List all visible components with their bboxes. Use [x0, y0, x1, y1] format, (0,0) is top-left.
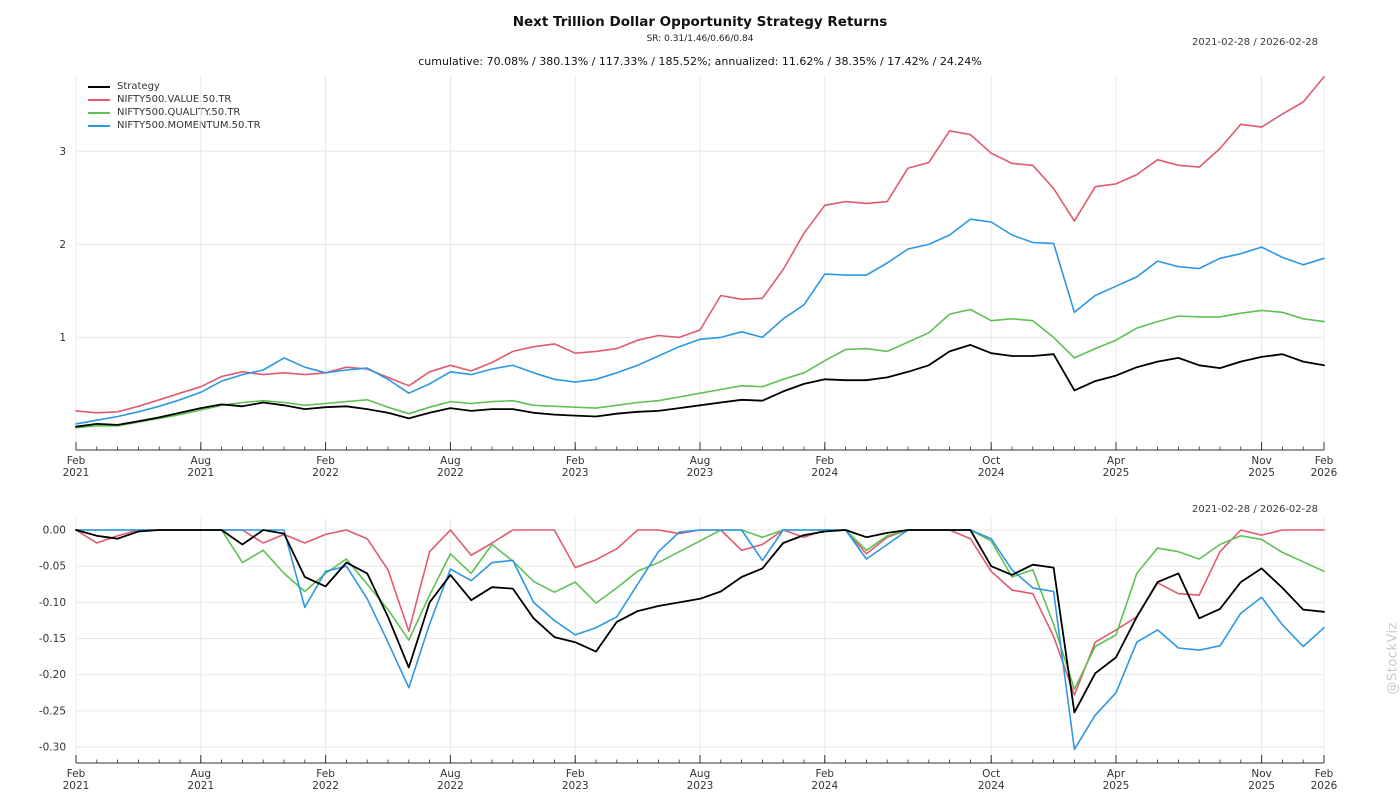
y-tick-label: 2	[59, 239, 66, 251]
page-title: Next Trillion Dollar Opportunity Strateg…	[512, 14, 888, 30]
legend-item-nifty500-momentum-50-tr: NIFTY500.MOMENTUM.50.TR	[88, 119, 261, 132]
x-tick-month: Apr	[1107, 768, 1126, 780]
x-tick-year: 2025	[1248, 780, 1275, 792]
x-tick-month: Feb	[67, 455, 86, 467]
x-tick-month: Oct	[982, 455, 1000, 467]
date-range-bottom: 2021-02-28 / 2026-02-28	[1192, 504, 1318, 515]
legend-item-strategy: Strategy	[88, 80, 261, 93]
x-tick-month: Feb	[1315, 455, 1334, 467]
x-tick-month: Feb	[816, 768, 835, 780]
x-tick-month: Feb	[316, 455, 335, 467]
series-line-strategy	[75, 529, 1325, 714]
x-tick-year: 2023	[687, 467, 714, 479]
x-tick-month: Feb	[67, 768, 86, 780]
x-tick-year: 2022	[437, 467, 464, 479]
legend-item-nifty500-quality-50-tr: NIFTY500.QUALITY.50.TR	[88, 106, 261, 119]
y-tick-label: -0.20	[39, 669, 66, 681]
cumulative-annualized-stats: cumulative: 70.08% / 380.13% / 117.33% /…	[418, 55, 982, 68]
x-tick-year: 2026	[1311, 467, 1338, 479]
date-range-top: 2021-02-28 / 2026-02-28	[1192, 37, 1318, 48]
x-tick-month: Feb	[1315, 768, 1334, 780]
x-tick-month: Oct	[982, 768, 1000, 780]
y-tick-label: -0.30	[39, 742, 66, 754]
watermark: @StockViz	[1386, 622, 1400, 695]
series-line-nifty500-quality-50-tr	[75, 308, 1325, 429]
series-line-nifty500-momentum-50-tr	[75, 529, 1325, 751]
legend-label: NIFTY500.VALUE.50.TR	[117, 94, 232, 105]
legend-line-swatch	[88, 85, 110, 88]
x-tick-month: Aug	[690, 768, 711, 780]
y-tick-label: -0.05	[39, 561, 66, 573]
x-tick-month: Nov	[1251, 768, 1272, 780]
x-tick-year: 2024	[978, 780, 1005, 792]
x-tick-month: Aug	[191, 768, 212, 780]
x-tick-year: 2023	[687, 780, 714, 792]
x-tick-month: Aug	[690, 455, 711, 467]
x-tick-year: 2024	[811, 780, 838, 792]
x-tick-year: 2022	[312, 780, 339, 792]
y-tick-label: -0.15	[39, 633, 66, 645]
series-line-nifty500-value-50-tr	[75, 76, 1325, 414]
legend-label: NIFTY500.MOMENTUM.50.TR	[117, 120, 261, 131]
y-tick-label: 3	[59, 146, 66, 158]
x-tick-year: 2025	[1103, 467, 1130, 479]
legend: Strategy NIFTY500.VALUE.50.TR NIFTY500.QUA…	[88, 80, 261, 132]
x-tick-month: Apr	[1107, 455, 1126, 467]
x-tick-month: Feb	[316, 768, 335, 780]
x-tick-month: Feb	[816, 455, 835, 467]
series-line-nifty500-quality-50-tr	[75, 529, 1325, 691]
x-tick-year: 2022	[437, 780, 464, 792]
x-tick-year: 2021	[187, 467, 214, 479]
y-tick-label: -0.10	[39, 597, 66, 609]
legend-label: Strategy	[117, 81, 160, 92]
x-tick-year: 2023	[562, 467, 589, 479]
x-tick-year: 2024	[811, 467, 838, 479]
x-tick-month: Aug	[440, 455, 461, 467]
x-tick-year: 2022	[312, 467, 339, 479]
x-tick-month: Nov	[1251, 455, 1272, 467]
sharpe-ratio-subtitle: SR: 0.31/1.46/0.66/0.84	[646, 34, 754, 44]
x-tick-year: 2021	[187, 780, 214, 792]
y-tick-label: -0.25	[39, 705, 66, 717]
x-tick-year: 2021	[63, 780, 90, 792]
legend-line-swatch	[88, 98, 110, 101]
legend-line-swatch	[88, 111, 110, 114]
legend-line-swatch	[88, 124, 110, 127]
x-tick-month: Aug	[191, 455, 212, 467]
series-line-nifty500-momentum-50-tr	[75, 218, 1325, 425]
series-line-strategy	[75, 343, 1325, 428]
x-tick-month: Feb	[566, 455, 585, 467]
x-tick-year: 2025	[1103, 780, 1130, 792]
x-tick-year: 2025	[1248, 467, 1275, 479]
cumulative-returns-chart: 123Feb2021Aug2021Feb2022Aug2022Feb2023Au…	[59, 75, 1338, 479]
y-tick-label: 1	[59, 332, 66, 344]
x-tick-year: 2026	[1311, 780, 1338, 792]
x-tick-year: 2024	[978, 467, 1005, 479]
x-tick-month: Feb	[566, 768, 585, 780]
x-tick-month: Aug	[440, 768, 461, 780]
y-tick-label: 0.00	[43, 525, 66, 537]
legend-item-nifty500-value-50-tr: NIFTY500.VALUE.50.TR	[88, 93, 261, 106]
drawdown-chart: 0.00-0.05-0.10-0.15-0.20-0.25-0.30Feb202…	[39, 518, 1338, 792]
legend-label: NIFTY500.QUALITY.50.TR	[117, 107, 241, 118]
x-tick-year: 2023	[562, 780, 589, 792]
x-tick-year: 2021	[63, 467, 90, 479]
